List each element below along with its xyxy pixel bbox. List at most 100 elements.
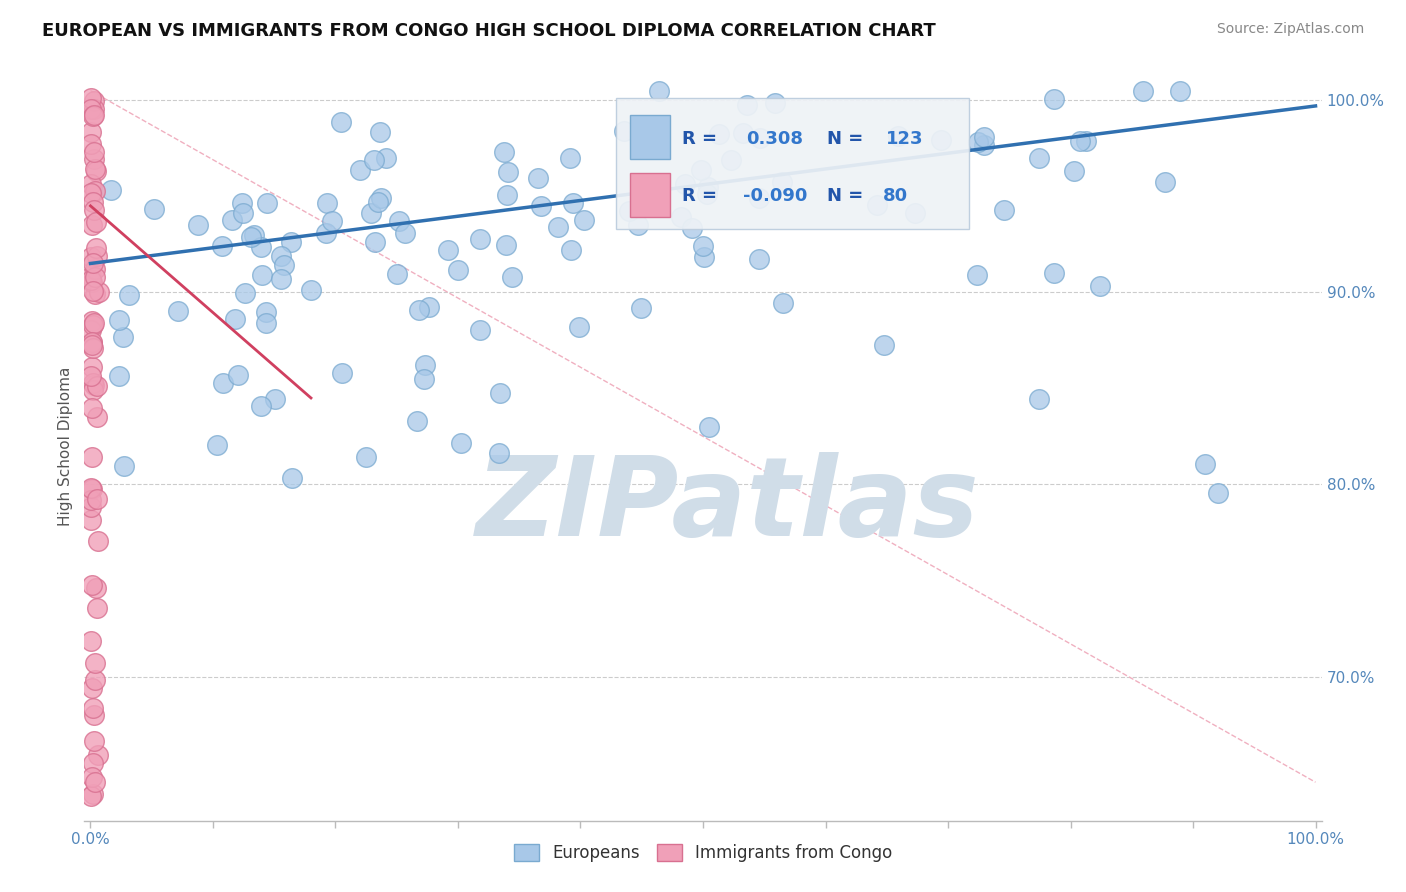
Point	[80, 577, 103, 591]
Point	[364, 235, 387, 249]
Point	[370, 191, 392, 205]
Point	[264, 392, 287, 406]
Point	[495, 237, 517, 252]
Point	[370, 125, 392, 139]
Point	[329, 115, 352, 129]
Point	[527, 171, 550, 186]
Point	[80, 450, 103, 464]
Point	[83, 108, 105, 122]
Point	[83, 378, 105, 392]
Point	[118, 288, 141, 302]
Point	[530, 199, 553, 213]
Point	[80, 125, 103, 139]
Point	[87, 285, 110, 299]
Point	[772, 296, 794, 310]
Point	[82, 756, 104, 771]
Point	[80, 136, 103, 151]
Point	[187, 218, 209, 232]
Point	[967, 135, 990, 149]
Point	[280, 235, 302, 250]
Point	[270, 272, 292, 286]
Point	[80, 275, 103, 289]
Point	[436, 243, 458, 257]
FancyBboxPatch shape	[630, 173, 669, 218]
Point	[212, 376, 235, 390]
Point	[82, 194, 104, 209]
Point	[82, 681, 104, 695]
Point	[299, 283, 322, 297]
Point	[613, 124, 636, 138]
Point	[240, 230, 263, 244]
Point	[1028, 152, 1050, 166]
Point	[316, 196, 339, 211]
Point	[488, 446, 510, 460]
Text: 123: 123	[886, 130, 924, 148]
Point	[83, 162, 105, 177]
Point	[143, 202, 166, 217]
Point	[80, 483, 103, 497]
Point	[394, 226, 416, 240]
Point	[720, 153, 742, 167]
Text: N =: N =	[827, 187, 863, 205]
Point	[83, 202, 105, 217]
Point	[80, 368, 103, 383]
Point	[696, 186, 718, 201]
Point	[231, 195, 253, 210]
Point	[973, 138, 995, 153]
Point	[617, 204, 640, 219]
Point	[280, 471, 302, 485]
Point	[468, 323, 491, 337]
Point	[112, 459, 135, 474]
Text: 80: 80	[883, 187, 907, 205]
Point	[84, 215, 107, 229]
Y-axis label: High School Diploma: High School Diploma	[58, 367, 73, 525]
Point	[221, 213, 243, 227]
Text: -0.090: -0.090	[742, 187, 807, 205]
Point	[408, 302, 430, 317]
Point	[232, 206, 254, 220]
Point	[904, 206, 927, 220]
Point	[250, 240, 273, 254]
Point	[450, 435, 472, 450]
Point	[86, 410, 108, 425]
Point	[673, 177, 696, 191]
Point	[735, 98, 758, 112]
Point	[568, 320, 591, 334]
Point	[167, 304, 190, 318]
Point	[211, 239, 233, 253]
Point	[83, 733, 105, 747]
Point	[112, 329, 135, 343]
Point	[873, 337, 896, 351]
Point	[693, 250, 716, 264]
Point	[80, 102, 103, 116]
Point	[447, 262, 470, 277]
Point	[79, 250, 101, 264]
Point	[108, 368, 131, 383]
Point	[82, 787, 104, 801]
Text: Source: ZipAtlas.com: Source: ZipAtlas.com	[1216, 22, 1364, 37]
Point	[1168, 84, 1191, 98]
Text: ZIPatlas: ZIPatlas	[475, 452, 980, 559]
Point	[489, 385, 512, 400]
Point	[966, 268, 988, 282]
Point	[83, 673, 105, 687]
Point	[80, 336, 103, 351]
Point	[86, 492, 108, 507]
Point	[363, 153, 385, 168]
Point	[82, 701, 104, 715]
Point	[929, 133, 952, 147]
Point	[86, 748, 108, 763]
Point	[501, 269, 523, 284]
Point	[1028, 392, 1050, 407]
Point	[254, 304, 277, 318]
Point	[1206, 486, 1229, 500]
Point	[250, 400, 273, 414]
Point	[681, 221, 703, 235]
Point	[696, 179, 718, 194]
Point	[80, 337, 103, 351]
Legend: Europeans, Immigrants from Congo: Europeans, Immigrants from Congo	[508, 837, 898, 869]
Point	[80, 268, 103, 283]
Point	[83, 102, 105, 116]
Point	[770, 175, 793, 189]
Point	[83, 707, 105, 722]
